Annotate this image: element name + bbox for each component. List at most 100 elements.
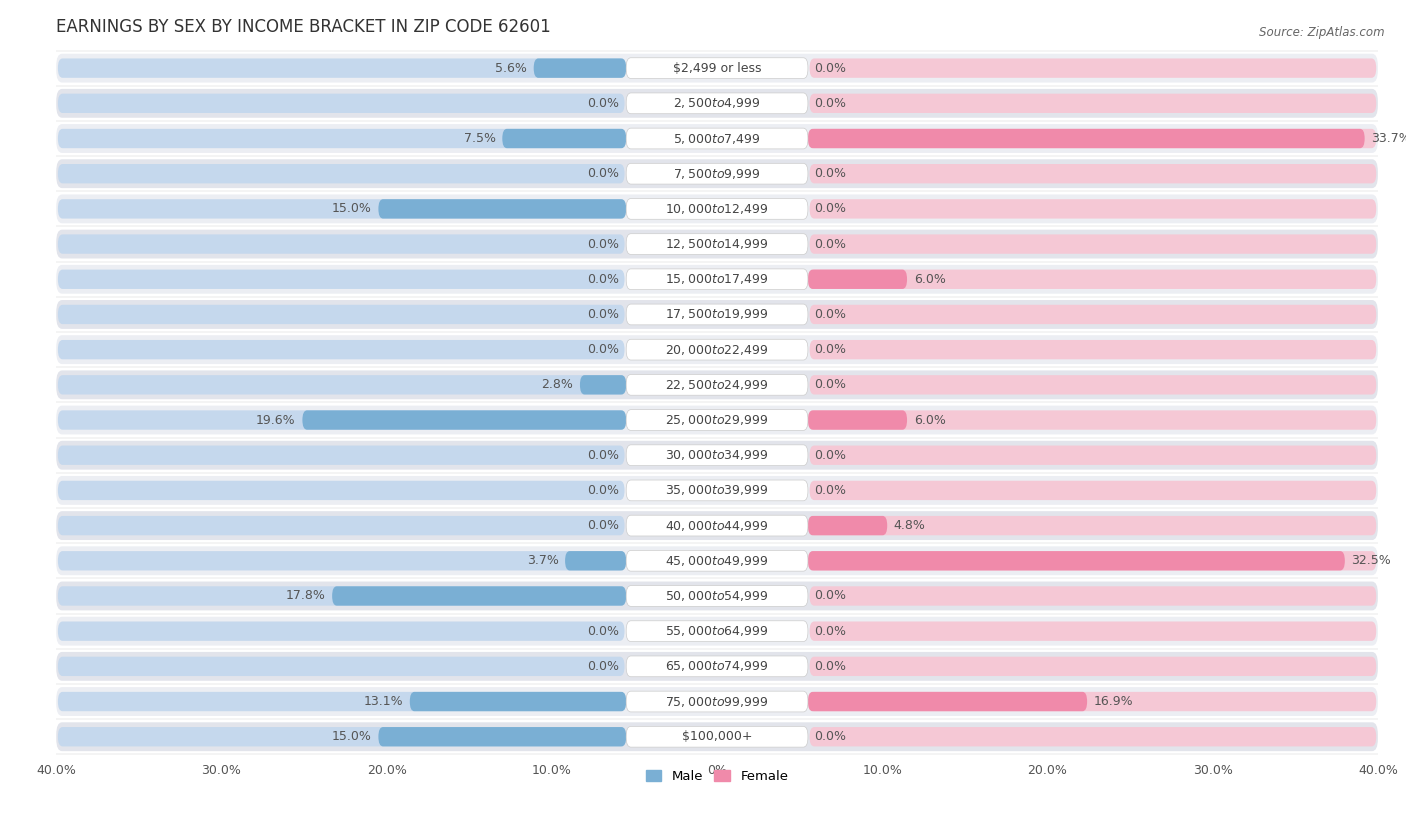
Text: EARNINGS BY SEX BY INCOME BRACKET IN ZIP CODE 62601: EARNINGS BY SEX BY INCOME BRACKET IN ZIP… — [56, 18, 551, 36]
FancyBboxPatch shape — [810, 59, 1376, 78]
Text: 0.0%: 0.0% — [814, 378, 846, 391]
FancyBboxPatch shape — [810, 234, 1376, 254]
FancyBboxPatch shape — [810, 93, 1376, 113]
Text: 0.0%: 0.0% — [814, 343, 846, 356]
Text: 0.0%: 0.0% — [814, 97, 846, 110]
FancyBboxPatch shape — [579, 375, 626, 394]
Text: $2,500 to $4,999: $2,500 to $4,999 — [673, 96, 761, 111]
FancyBboxPatch shape — [58, 551, 624, 571]
FancyBboxPatch shape — [810, 480, 1376, 500]
FancyBboxPatch shape — [810, 270, 1376, 289]
Text: 0.0%: 0.0% — [588, 343, 620, 356]
FancyBboxPatch shape — [810, 551, 1376, 571]
FancyBboxPatch shape — [58, 93, 624, 113]
FancyBboxPatch shape — [56, 335, 1378, 364]
FancyBboxPatch shape — [810, 621, 1376, 641]
FancyBboxPatch shape — [808, 270, 907, 289]
FancyBboxPatch shape — [58, 446, 624, 465]
Text: 0.0%: 0.0% — [588, 167, 620, 180]
FancyBboxPatch shape — [810, 446, 1376, 465]
Text: 0.0%: 0.0% — [814, 167, 846, 180]
FancyBboxPatch shape — [58, 621, 624, 641]
FancyBboxPatch shape — [626, 304, 808, 325]
Text: $25,000 to $29,999: $25,000 to $29,999 — [665, 413, 769, 427]
FancyBboxPatch shape — [810, 657, 1376, 676]
FancyBboxPatch shape — [58, 692, 624, 711]
Text: 0.0%: 0.0% — [588, 624, 620, 637]
Text: 15.0%: 15.0% — [332, 202, 371, 215]
Text: 0.0%: 0.0% — [588, 484, 620, 497]
FancyBboxPatch shape — [808, 128, 1365, 148]
Text: 16.9%: 16.9% — [1094, 695, 1133, 708]
FancyBboxPatch shape — [626, 726, 808, 747]
Text: 6.0%: 6.0% — [914, 414, 945, 427]
FancyBboxPatch shape — [626, 691, 808, 712]
FancyBboxPatch shape — [58, 480, 624, 500]
FancyBboxPatch shape — [626, 93, 808, 114]
FancyBboxPatch shape — [56, 406, 1378, 434]
FancyBboxPatch shape — [626, 515, 808, 536]
FancyBboxPatch shape — [56, 687, 1378, 716]
Text: 0.0%: 0.0% — [814, 62, 846, 75]
FancyBboxPatch shape — [808, 692, 1087, 711]
Text: 13.1%: 13.1% — [364, 695, 404, 708]
Text: 0.0%: 0.0% — [588, 519, 620, 532]
FancyBboxPatch shape — [810, 411, 1376, 430]
FancyBboxPatch shape — [58, 516, 624, 535]
FancyBboxPatch shape — [810, 516, 1376, 535]
FancyBboxPatch shape — [626, 198, 808, 220]
FancyBboxPatch shape — [808, 411, 907, 430]
Text: $7,500 to $9,999: $7,500 to $9,999 — [673, 167, 761, 180]
FancyBboxPatch shape — [378, 727, 626, 746]
FancyBboxPatch shape — [58, 59, 624, 78]
FancyBboxPatch shape — [626, 163, 808, 184]
FancyBboxPatch shape — [56, 722, 1378, 751]
Text: 17.8%: 17.8% — [285, 589, 326, 602]
Text: 33.7%: 33.7% — [1371, 132, 1406, 145]
Text: $50,000 to $54,999: $50,000 to $54,999 — [665, 589, 769, 603]
FancyBboxPatch shape — [58, 128, 624, 148]
FancyBboxPatch shape — [502, 128, 626, 148]
Text: 0.0%: 0.0% — [814, 624, 846, 637]
Text: $10,000 to $12,499: $10,000 to $12,499 — [665, 202, 769, 216]
FancyBboxPatch shape — [56, 89, 1378, 118]
FancyBboxPatch shape — [810, 199, 1376, 219]
Text: $65,000 to $74,999: $65,000 to $74,999 — [665, 659, 769, 673]
FancyBboxPatch shape — [56, 194, 1378, 224]
Text: 0.0%: 0.0% — [814, 730, 846, 743]
FancyBboxPatch shape — [808, 551, 1344, 571]
FancyBboxPatch shape — [810, 128, 1376, 148]
FancyBboxPatch shape — [56, 54, 1378, 83]
FancyBboxPatch shape — [808, 516, 887, 535]
Text: 6.0%: 6.0% — [914, 273, 945, 286]
FancyBboxPatch shape — [56, 229, 1378, 259]
FancyBboxPatch shape — [409, 692, 626, 711]
FancyBboxPatch shape — [58, 305, 624, 324]
Text: 0.0%: 0.0% — [588, 237, 620, 250]
Text: 0.0%: 0.0% — [814, 660, 846, 673]
FancyBboxPatch shape — [332, 586, 626, 606]
Text: 32.5%: 32.5% — [1351, 554, 1391, 567]
Text: $75,000 to $99,999: $75,000 to $99,999 — [665, 694, 769, 709]
Legend: Male, Female: Male, Female — [640, 765, 794, 789]
FancyBboxPatch shape — [56, 476, 1378, 505]
Text: 0.0%: 0.0% — [814, 237, 846, 250]
FancyBboxPatch shape — [810, 692, 1376, 711]
Text: $100,000+: $100,000+ — [682, 730, 752, 743]
FancyBboxPatch shape — [626, 410, 808, 430]
Text: 0.0%: 0.0% — [814, 449, 846, 462]
FancyBboxPatch shape — [58, 586, 624, 606]
FancyBboxPatch shape — [56, 617, 1378, 646]
FancyBboxPatch shape — [810, 375, 1376, 394]
FancyBboxPatch shape — [626, 233, 808, 254]
Text: 0.0%: 0.0% — [588, 449, 620, 462]
FancyBboxPatch shape — [626, 621, 808, 641]
Text: $35,000 to $39,999: $35,000 to $39,999 — [665, 484, 769, 498]
Text: $17,500 to $19,999: $17,500 to $19,999 — [665, 307, 769, 321]
FancyBboxPatch shape — [626, 375, 808, 395]
FancyBboxPatch shape — [810, 164, 1376, 184]
FancyBboxPatch shape — [810, 305, 1376, 324]
Text: 19.6%: 19.6% — [256, 414, 295, 427]
FancyBboxPatch shape — [626, 339, 808, 360]
FancyBboxPatch shape — [56, 300, 1378, 329]
